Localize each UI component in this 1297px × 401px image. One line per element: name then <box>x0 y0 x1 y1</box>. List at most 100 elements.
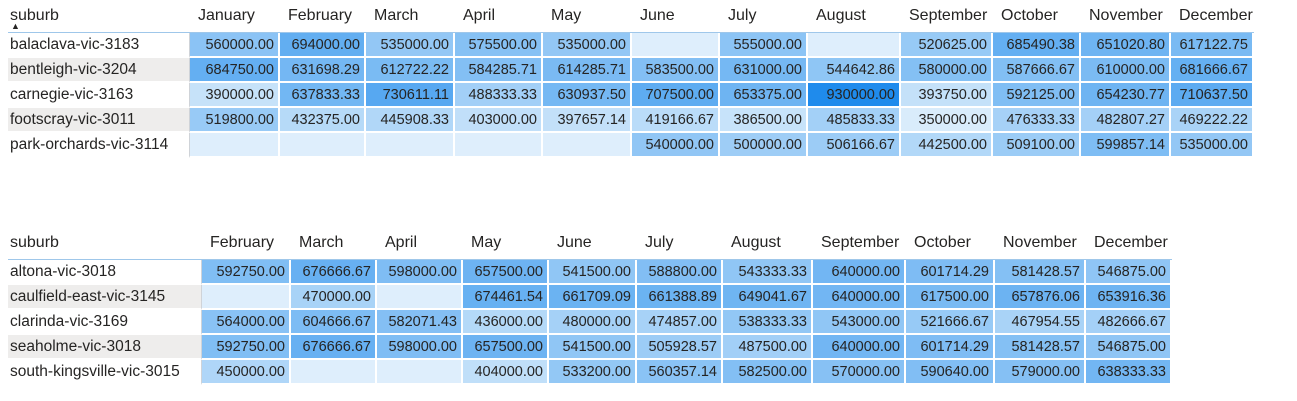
value-cell[interactable]: 546875.00 <box>1086 260 1172 285</box>
value-cell[interactable]: 582500.00 <box>723 360 813 385</box>
value-cell[interactable]: 403000.00 <box>455 108 543 133</box>
value-cell[interactable]: 640000.00 <box>813 335 906 360</box>
value-cell[interactable]: 583500.00 <box>632 58 720 83</box>
value-cell[interactable]: 587666.67 <box>993 58 1081 83</box>
row-label[interactable]: clarinda-vic-3169 <box>8 310 202 335</box>
value-cell[interactable]: 404000.00 <box>463 360 549 385</box>
value-cell[interactable]: 930000.00 <box>808 83 901 108</box>
value-cell[interactable]: 560357.14 <box>637 360 723 385</box>
value-cell[interactable]: 685490.38 <box>993 33 1081 58</box>
value-cell[interactable]: 694000.00 <box>280 33 366 58</box>
value-cell[interactable] <box>190 133 280 158</box>
value-cell[interactable]: 661709.09 <box>549 285 637 310</box>
value-cell[interactable]: 631000.00 <box>720 58 808 83</box>
column-header-january[interactable]: January <box>190 0 280 33</box>
value-cell[interactable] <box>808 33 901 58</box>
value-cell[interactable]: 657876.06 <box>995 285 1086 310</box>
value-cell[interactable]: 485833.33 <box>808 108 901 133</box>
value-cell[interactable]: 674461.54 <box>463 285 549 310</box>
sort-ascending-icon[interactable]: ▲ <box>11 21 20 31</box>
value-cell[interactable]: 442500.00 <box>901 133 993 158</box>
value-cell[interactable]: 482807.27 <box>1081 108 1171 133</box>
value-cell[interactable]: 601714.29 <box>906 260 995 285</box>
value-cell[interactable]: 592750.00 <box>202 260 291 285</box>
column-header-march[interactable]: March <box>366 0 455 33</box>
value-cell[interactable]: 519800.00 <box>190 108 280 133</box>
value-cell[interactable]: 601714.29 <box>906 335 995 360</box>
value-cell[interactable]: 506166.67 <box>808 133 901 158</box>
value-cell[interactable]: 467954.55 <box>995 310 1086 335</box>
column-header-september[interactable]: September <box>901 0 993 33</box>
column-header-december[interactable]: December <box>1086 227 1172 260</box>
value-cell[interactable] <box>366 133 455 158</box>
column-header-august[interactable]: August <box>723 227 813 260</box>
value-cell[interactable]: 575500.00 <box>455 33 543 58</box>
column-header-october[interactable]: October <box>906 227 995 260</box>
row-label[interactable]: south-kingsville-vic-3015 <box>8 360 202 385</box>
value-cell[interactable]: 500000.00 <box>720 133 808 158</box>
value-cell[interactable]: 509100.00 <box>993 133 1081 158</box>
value-cell[interactable]: 617500.00 <box>906 285 995 310</box>
value-cell[interactable]: 521666.67 <box>906 310 995 335</box>
value-cell[interactable]: 488333.33 <box>455 83 543 108</box>
value-cell[interactable]: 540000.00 <box>632 133 720 158</box>
value-cell[interactable]: 535000.00 <box>543 33 632 58</box>
value-cell[interactable]: 386500.00 <box>720 108 808 133</box>
value-cell[interactable]: 564000.00 <box>202 310 291 335</box>
row-label[interactable]: seaholme-vic-3018 <box>8 335 202 360</box>
value-cell[interactable]: 581428.57 <box>995 260 1086 285</box>
value-cell[interactable] <box>543 133 632 158</box>
value-cell[interactable] <box>377 360 463 385</box>
value-cell[interactable]: 681666.67 <box>1171 58 1254 83</box>
value-cell[interactable]: 630937.50 <box>543 83 632 108</box>
value-cell[interactable]: 604666.67 <box>291 310 377 335</box>
column-header-april[interactable]: April <box>377 227 463 260</box>
value-cell[interactable]: 533200.00 <box>549 360 637 385</box>
value-cell[interactable]: 480000.00 <box>549 310 637 335</box>
value-cell[interactable]: 617122.75 <box>1171 33 1254 58</box>
value-cell[interactable]: 661388.89 <box>637 285 723 310</box>
value-cell[interactable] <box>377 285 463 310</box>
column-header-june[interactable]: June <box>549 227 637 260</box>
value-cell[interactable]: 588800.00 <box>637 260 723 285</box>
value-cell[interactable]: 555000.00 <box>720 33 808 58</box>
row-label[interactable]: carnegie-vic-3163 <box>8 83 190 108</box>
value-cell[interactable]: 710637.50 <box>1171 83 1254 108</box>
value-cell[interactable]: 592125.00 <box>993 83 1081 108</box>
value-cell[interactable]: 653375.00 <box>720 83 808 108</box>
value-cell[interactable]: 640000.00 <box>813 285 906 310</box>
value-cell[interactable]: 505928.57 <box>637 335 723 360</box>
column-header-august[interactable]: August <box>808 0 901 33</box>
value-cell[interactable]: 543000.00 <box>813 310 906 335</box>
value-cell[interactable]: 393750.00 <box>901 83 993 108</box>
value-cell[interactable] <box>202 285 291 310</box>
column-header-may[interactable]: May <box>463 227 549 260</box>
column-header-december[interactable]: December <box>1171 0 1254 33</box>
value-cell[interactable] <box>280 133 366 158</box>
value-cell[interactable]: 580000.00 <box>901 58 993 83</box>
value-cell[interactable] <box>632 33 720 58</box>
value-cell[interactable]: 397657.14 <box>543 108 632 133</box>
column-header-november[interactable]: November <box>1081 0 1171 33</box>
value-cell[interactable]: 350000.00 <box>901 108 993 133</box>
value-cell[interactable]: 474857.00 <box>637 310 723 335</box>
value-cell[interactable]: 419166.67 <box>632 108 720 133</box>
value-cell[interactable]: 637833.33 <box>280 83 366 108</box>
value-cell[interactable]: 684750.00 <box>190 58 280 83</box>
column-header-november[interactable]: November <box>995 227 1086 260</box>
value-cell[interactable]: 612722.22 <box>366 58 455 83</box>
value-cell[interactable] <box>291 360 377 385</box>
value-cell[interactable]: 487500.00 <box>723 335 813 360</box>
value-cell[interactable]: 640000.00 <box>813 260 906 285</box>
value-cell[interactable]: 535000.00 <box>1171 133 1254 158</box>
column-header-june[interactable]: June <box>632 0 720 33</box>
column-header-september[interactable]: September <box>813 227 906 260</box>
value-cell[interactable] <box>455 133 543 158</box>
value-cell[interactable]: 599857.14 <box>1081 133 1171 158</box>
column-header-july[interactable]: July <box>720 0 808 33</box>
value-cell[interactable]: 570000.00 <box>813 360 906 385</box>
value-cell[interactable]: 390000.00 <box>190 83 280 108</box>
row-header-suburb[interactable]: suburb ▲ <box>8 0 190 33</box>
value-cell[interactable]: 469222.22 <box>1171 108 1254 133</box>
column-header-october[interactable]: October <box>993 0 1081 33</box>
